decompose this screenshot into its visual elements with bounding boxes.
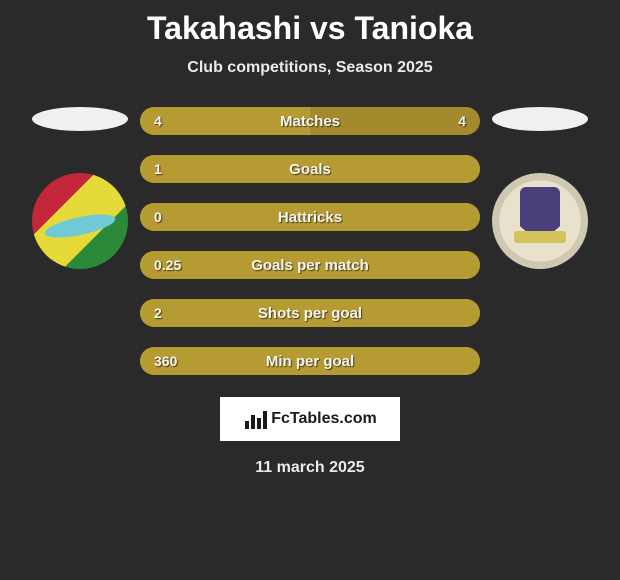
- page-title: Takahashi vs Tanioka: [0, 10, 620, 47]
- stat-value-left: 2: [154, 305, 162, 321]
- stat-label: Shots per goal: [258, 305, 362, 322]
- stat-label: Goals per match: [251, 257, 369, 274]
- player-left-col: [30, 107, 130, 269]
- main-row: 4 Matches 4 1 Goals 0 Hattricks 0.25 Goals per m…: [0, 107, 620, 375]
- branding-box: FcTables.com: [220, 397, 400, 441]
- bar-chart-icon: [243, 407, 267, 431]
- stat-value-left: 0.25: [154, 257, 181, 273]
- stat-bar: 1 Goals: [140, 155, 480, 183]
- stat-bar: 360 Min per goal: [140, 347, 480, 375]
- stat-label: Goals: [289, 161, 331, 178]
- infographic-container: Takahashi vs Tanioka Club competitions, …: [0, 0, 620, 477]
- stat-value-left: 1: [154, 161, 162, 177]
- page-subtitle: Club competitions, Season 2025: [0, 59, 620, 77]
- stats-column: 4 Matches 4 1 Goals 0 Hattricks 0.25 Goals per m…: [140, 107, 480, 375]
- team-badge-right: [492, 173, 588, 269]
- stat-value-right: 4: [458, 113, 466, 129]
- stat-bar: 0 Hattricks: [140, 203, 480, 231]
- stat-bar: 2 Shots per goal: [140, 299, 480, 327]
- stat-bar: 4 Matches 4: [140, 107, 480, 135]
- stat-label: Hattricks: [278, 209, 342, 226]
- branding-text: FcTables.com: [271, 410, 377, 428]
- player-left-avatar-placeholder: [32, 107, 128, 131]
- player-right-avatar-placeholder: [492, 107, 588, 131]
- footer-date: 11 march 2025: [0, 459, 620, 477]
- player-right-col: [490, 107, 590, 269]
- stat-label: Matches: [280, 113, 340, 130]
- stat-label: Min per goal: [266, 353, 354, 370]
- stat-value-left: 360: [154, 353, 177, 369]
- stat-bar: 0.25 Goals per match: [140, 251, 480, 279]
- team-badge-left: [32, 173, 128, 269]
- stat-value-left: 4: [154, 113, 162, 129]
- stat-value-left: 0: [154, 209, 162, 225]
